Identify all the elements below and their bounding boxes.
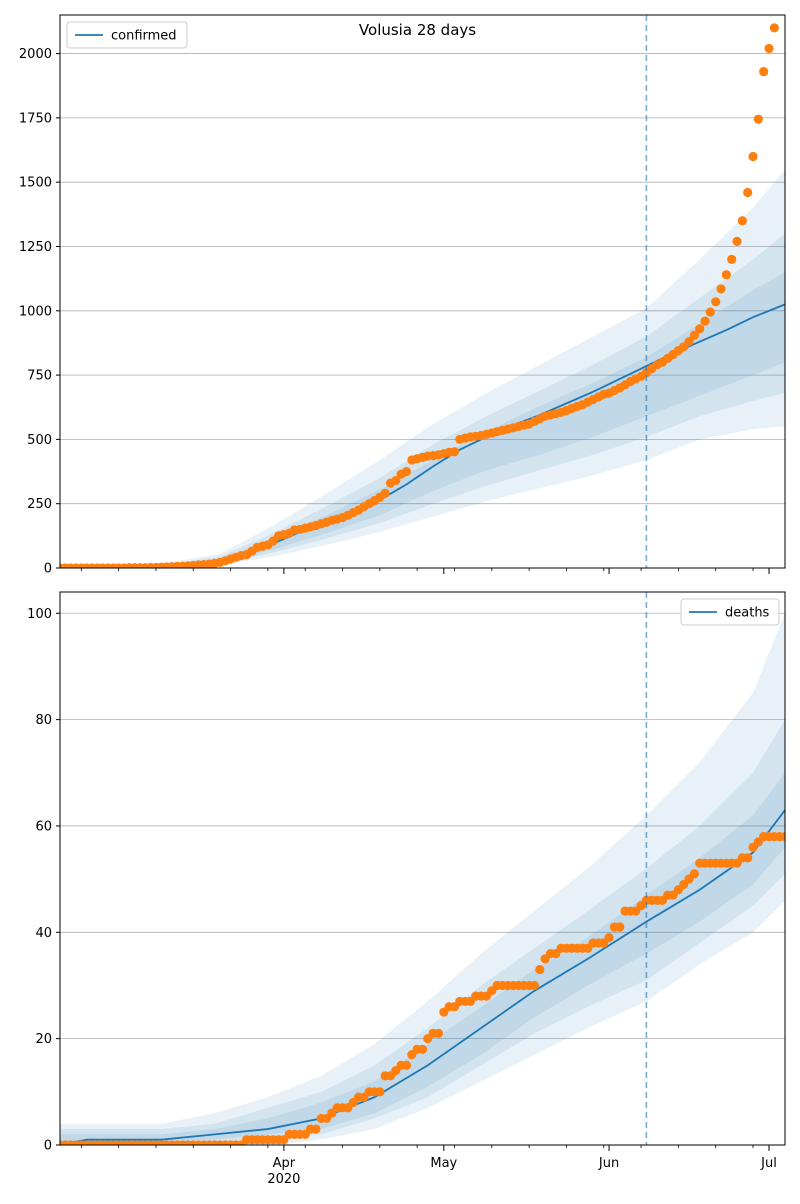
- legend: deaths: [680, 598, 780, 626]
- observed-point: [705, 307, 715, 317]
- observed-point: [401, 466, 412, 477]
- observed-point: [380, 488, 390, 499]
- observed-point: [604, 933, 614, 943]
- observed-point: [417, 1044, 428, 1054]
- y-tick-label: 40: [35, 926, 52, 941]
- y-tick-label: 80: [35, 713, 52, 728]
- x-tick-label: Apr: [273, 1156, 296, 1171]
- axes-frame: [59, 591, 786, 1146]
- y-tick-label: 500: [27, 433, 52, 448]
- y-tick-label: 1000: [19, 304, 52, 319]
- observed-point: [684, 337, 694, 347]
- observed-point: [401, 1060, 412, 1070]
- observed-point: [727, 254, 737, 264]
- plot-area: [60, 613, 785, 1145]
- y-tick-label: 1250: [19, 240, 52, 255]
- y-tick-label: 750: [27, 369, 52, 384]
- uncertainty-band: [60, 613, 785, 1145]
- observed-point: [753, 114, 763, 124]
- observed-point: [700, 316, 710, 326]
- y-tick-label: 60: [35, 819, 52, 834]
- observed-point: [433, 1028, 444, 1038]
- uncertainty-band: [60, 772, 785, 1145]
- y-tick-label: 0: [44, 1139, 52, 1154]
- y-tick-label: 2000: [19, 47, 52, 62]
- observed-point: [743, 853, 753, 863]
- observed-point: [449, 447, 460, 457]
- series-line-deaths: [60, 809, 785, 1145]
- x-tick-sublabel: 2020: [267, 1172, 300, 1187]
- observed-point: [375, 1087, 385, 1097]
- uncertainty-band: [60, 233, 785, 568]
- observed-point: [769, 23, 779, 33]
- observed-point: [716, 284, 726, 294]
- observed-point: [311, 1124, 321, 1134]
- observed-point: [689, 330, 699, 340]
- x-tick-label: Jul: [760, 1156, 777, 1171]
- x-tick-label: May: [430, 1156, 457, 1171]
- plot-area: [60, 23, 785, 568]
- observed-point: [529, 980, 540, 991]
- legend: confirmed: [66, 21, 188, 49]
- legend-entry: deaths: [725, 606, 770, 621]
- observed-point: [711, 297, 721, 307]
- axes-frame: [59, 14, 786, 569]
- chart-title: Volusia 28 days: [359, 21, 476, 39]
- y-tick-label: 0: [44, 562, 52, 577]
- uncertainty-band: [60, 169, 785, 568]
- observed-point: [689, 869, 699, 879]
- y-tick-label: 20: [35, 1032, 52, 1047]
- observed-point: [615, 922, 625, 932]
- observed-point: [764, 43, 774, 54]
- y-tick-label: 1750: [19, 111, 52, 126]
- y-tick-label: 250: [27, 497, 52, 512]
- y-tick-label: 100: [27, 607, 52, 622]
- legend-box: [680, 598, 780, 626]
- y-tick-label: 1500: [19, 176, 52, 191]
- legend-entry: confirmed: [111, 29, 177, 44]
- observed-point: [732, 236, 742, 246]
- observed-point: [721, 270, 731, 280]
- observed-point: [391, 475, 401, 486]
- x-tick-label: Jun: [598, 1156, 619, 1171]
- uncertainty-band: [60, 719, 785, 1145]
- legend-box: [66, 21, 188, 49]
- observed-point: [695, 324, 705, 334]
- observed-point: [748, 151, 758, 162]
- observed-point: [780, 831, 785, 842]
- observed-point: [535, 964, 545, 975]
- observed-point: [737, 216, 747, 226]
- panel-confirmed: 0 250 500 750 1000 1250 1500 1750 2000 Volusia 28…: [19, 14, 786, 577]
- observed-point: [759, 66, 769, 77]
- observed-point: [743, 187, 753, 198]
